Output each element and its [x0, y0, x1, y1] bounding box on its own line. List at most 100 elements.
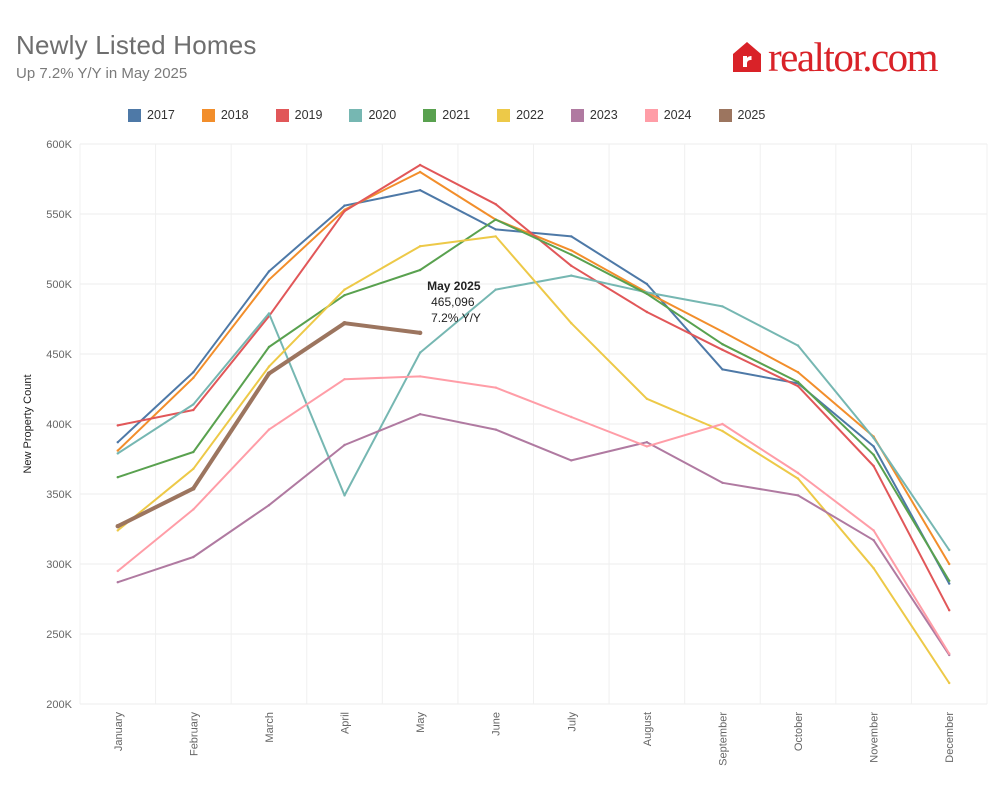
- legend-label: 2021: [442, 108, 471, 122]
- legend-swatch: [644, 108, 658, 122]
- data-point-2024-November: [872, 529, 875, 532]
- legend-item-2019[interactable]: 2019: [275, 108, 323, 122]
- data-point-2017-July: [570, 235, 573, 238]
- legend-label: 2019: [294, 108, 323, 122]
- data-point-2023-April: [343, 443, 346, 447]
- legend-swatch: [718, 108, 732, 122]
- x-tick-label: September: [717, 712, 729, 766]
- data-point-2017-September: [721, 368, 724, 371]
- series-line-2024: [116, 375, 951, 655]
- data-point-2019-December: [948, 609, 951, 612]
- data-point-2021-May: [418, 268, 422, 272]
- y-tick-label: 500K: [46, 279, 72, 291]
- legend-item-2024[interactable]: 2024: [644, 108, 692, 122]
- data-point-2022-December: [948, 681, 951, 685]
- legend-swatch: [128, 108, 141, 122]
- legend-label: 2022: [516, 108, 544, 122]
- data-point-2018-February: [192, 376, 195, 379]
- legend-label: 2018: [220, 108, 249, 122]
- legend-item-2020[interactable]: 2020: [349, 108, 396, 122]
- data-point-2024-February: [192, 508, 195, 511]
- x-tick-label: October: [793, 712, 805, 751]
- data-point-2019-August: [645, 310, 649, 314]
- data-point-2024-June: [494, 386, 497, 389]
- data-point-2017-March: [267, 270, 271, 273]
- data-point-2017-November: [872, 445, 875, 448]
- data-point-2025-February: [191, 486, 196, 491]
- y-tick-label: 450K: [46, 349, 72, 361]
- data-point-2023-September: [721, 481, 724, 484]
- data-point-2024-July: [570, 415, 573, 419]
- x-tick-label: March: [264, 712, 276, 743]
- data-point-2024-September: [721, 422, 724, 426]
- data-point-2022-September: [721, 429, 724, 433]
- legend-item-2022[interactable]: 2022: [497, 108, 544, 122]
- data-point-2021-January: [116, 476, 119, 479]
- x-tick-label: January: [113, 712, 125, 752]
- data-point-2023-February: [192, 555, 195, 559]
- data-point-2020-December: [948, 548, 951, 552]
- data-point-2024-December: [948, 652, 951, 655]
- series-line-2019: [116, 164, 951, 612]
- legend-swatch: [349, 108, 363, 122]
- annotation-line: 7.2% Y/Y: [431, 311, 481, 325]
- data-point-2021-November: [872, 453, 875, 456]
- data-point-2021-February: [192, 450, 195, 454]
- data-point-2023-June: [494, 428, 497, 431]
- data-point-2022-February: [192, 467, 195, 470]
- data-point-2018-March: [267, 278, 271, 281]
- legend-label: 2017: [147, 108, 175, 122]
- legend-item-2025[interactable]: 2025: [718, 108, 765, 122]
- series-line-2021: [116, 218, 951, 582]
- data-point-2020-March: [267, 312, 271, 315]
- data-point-2024-March: [267, 428, 271, 431]
- data-point-2024-August: [645, 445, 649, 448]
- data-point-2017-April: [343, 204, 346, 207]
- data-point-2019-November: [872, 464, 875, 468]
- data-point-2018-July: [570, 249, 573, 252]
- annotation-line: May 2025: [427, 279, 481, 293]
- data-point-2022-January: [116, 529, 119, 532]
- data-point-2021-March: [267, 345, 271, 349]
- y-tick-label: 350K: [46, 489, 72, 501]
- data-point-2018-May: [418, 170, 422, 174]
- data-point-2017-August: [645, 282, 649, 286]
- legend-swatch: [201, 108, 215, 122]
- legend-item-2017[interactable]: 2017: [128, 108, 175, 122]
- data-point-2020-January: [116, 452, 119, 455]
- x-tick-label: August: [642, 712, 654, 746]
- data-point-2021-August: [645, 292, 649, 295]
- y-tick-label: 250K: [46, 629, 72, 641]
- y-tick-label: 200K: [46, 699, 72, 711]
- brand-logo: realtor.com: [732, 36, 939, 78]
- y-axis-title: New Property Count: [22, 374, 34, 473]
- x-tick-label: April: [340, 712, 352, 734]
- legend-swatch: [275, 108, 289, 122]
- data-point-2025-April: [342, 321, 347, 326]
- data-point-2023-July: [570, 459, 573, 462]
- y-tick-label: 400K: [46, 419, 72, 431]
- x-tick-label: November: [869, 712, 881, 763]
- legend-swatch: [497, 108, 511, 122]
- data-point-2018-September: [721, 330, 724, 333]
- x-tick-label: December: [944, 712, 956, 763]
- legend-item-2021[interactable]: 2021: [423, 108, 470, 122]
- chart-subtitle: Up 7.2% Y/Y in May 2025: [16, 65, 188, 82]
- chart-title: Newly Listed Homes: [16, 30, 257, 60]
- data-point-2023-November: [872, 539, 875, 542]
- data-point-2019-May: [418, 163, 422, 167]
- data-point-2022-May: [418, 245, 422, 248]
- data-point-2025-January: [115, 524, 120, 529]
- data-point-2024-January: [116, 569, 119, 573]
- data-point-2022-August: [645, 397, 649, 400]
- data-point-2024-April: [343, 378, 346, 381]
- annotation-line: 465,096: [431, 295, 475, 309]
- series-line-2022: [116, 235, 951, 684]
- data-point-2019-June: [494, 203, 497, 206]
- legend-item-2023[interactable]: 2023: [570, 108, 618, 122]
- legend-item-2018[interactable]: 2018: [201, 108, 249, 122]
- data-point-2022-June: [494, 235, 497, 238]
- data-point-2021-December: [948, 579, 951, 582]
- data-point-2023-March: [267, 504, 271, 507]
- data-point-2022-October: [796, 477, 800, 480]
